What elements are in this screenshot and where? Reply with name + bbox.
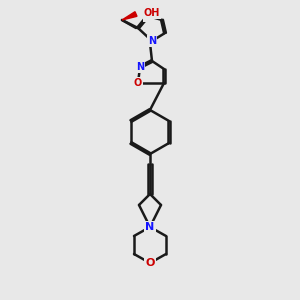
Text: N: N <box>148 36 156 46</box>
Text: O: O <box>134 78 142 88</box>
Text: N: N <box>146 222 154 232</box>
Text: OH: OH <box>144 8 160 18</box>
Polygon shape <box>122 12 137 20</box>
Text: N: N <box>144 11 152 21</box>
Text: O: O <box>145 258 155 268</box>
Text: N: N <box>136 62 144 72</box>
